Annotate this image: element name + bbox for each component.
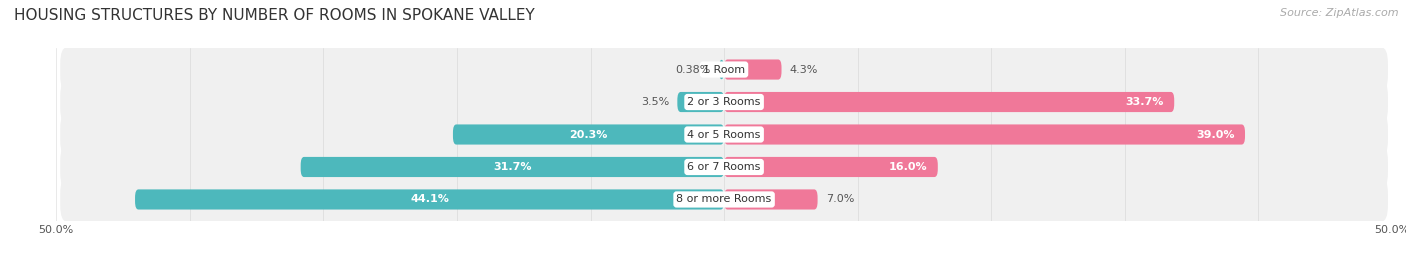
Text: 7.0%: 7.0% xyxy=(825,194,853,204)
Text: 8 or more Rooms: 8 or more Rooms xyxy=(676,194,772,204)
Text: 6 or 7 Rooms: 6 or 7 Rooms xyxy=(688,162,761,172)
FancyBboxPatch shape xyxy=(301,157,724,177)
FancyBboxPatch shape xyxy=(724,59,782,80)
FancyBboxPatch shape xyxy=(60,112,1388,157)
Text: 44.1%: 44.1% xyxy=(411,194,449,204)
FancyBboxPatch shape xyxy=(724,125,1246,144)
FancyBboxPatch shape xyxy=(724,92,1174,112)
Text: 31.7%: 31.7% xyxy=(494,162,531,172)
Text: 4.3%: 4.3% xyxy=(790,65,818,75)
Text: 4 or 5 Rooms: 4 or 5 Rooms xyxy=(688,129,761,140)
Text: HOUSING STRUCTURES BY NUMBER OF ROOMS IN SPOKANE VALLEY: HOUSING STRUCTURES BY NUMBER OF ROOMS IN… xyxy=(14,8,534,23)
Text: 16.0%: 16.0% xyxy=(889,162,927,172)
FancyBboxPatch shape xyxy=(453,125,724,144)
FancyBboxPatch shape xyxy=(60,177,1388,222)
Text: 2 or 3 Rooms: 2 or 3 Rooms xyxy=(688,97,761,107)
Text: 39.0%: 39.0% xyxy=(1197,129,1234,140)
FancyBboxPatch shape xyxy=(724,157,938,177)
FancyBboxPatch shape xyxy=(678,92,724,112)
Text: 3.5%: 3.5% xyxy=(641,97,669,107)
Text: Source: ZipAtlas.com: Source: ZipAtlas.com xyxy=(1281,8,1399,18)
Text: 1 Room: 1 Room xyxy=(703,65,745,75)
Text: 20.3%: 20.3% xyxy=(569,129,607,140)
Text: 33.7%: 33.7% xyxy=(1125,97,1164,107)
Text: 0.38%: 0.38% xyxy=(676,65,711,75)
FancyBboxPatch shape xyxy=(135,189,724,210)
FancyBboxPatch shape xyxy=(60,47,1388,92)
FancyBboxPatch shape xyxy=(724,189,818,210)
FancyBboxPatch shape xyxy=(718,59,724,80)
FancyBboxPatch shape xyxy=(60,145,1388,189)
FancyBboxPatch shape xyxy=(60,80,1388,124)
